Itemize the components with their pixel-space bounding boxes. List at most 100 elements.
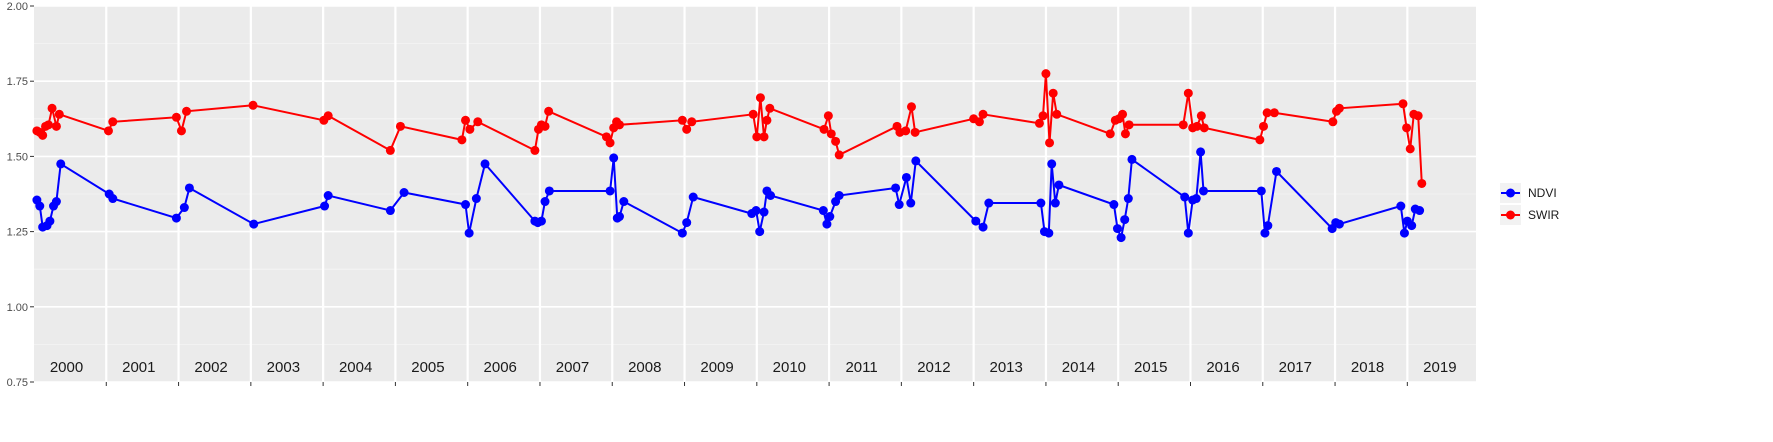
ndvi-point (891, 183, 901, 193)
swir-point (974, 117, 984, 127)
ndvi-point (682, 218, 692, 228)
year-label: 2015 (1134, 359, 1167, 376)
swir-point (1328, 117, 1338, 127)
ndvi-point (755, 227, 765, 237)
swir-point (1183, 88, 1193, 98)
ndvi-point (677, 228, 687, 238)
ndvi-point (1109, 200, 1119, 210)
swir-point (978, 109, 988, 119)
ndvi-point (1112, 224, 1122, 234)
ndvi-point (461, 200, 471, 210)
swir-point (762, 115, 772, 125)
ndvi-point (818, 206, 828, 216)
ndvi-point (540, 197, 550, 207)
swir-point (176, 126, 186, 136)
ndvi-point (1120, 215, 1130, 225)
swir-point (1334, 103, 1344, 113)
ndvi-point (249, 219, 259, 229)
swir-point (1045, 138, 1055, 148)
swir-point (834, 150, 844, 160)
swir-point (1105, 129, 1115, 139)
swir-legend-marker (1506, 210, 1515, 220)
y-tick-label: 2.00 (7, 1, 28, 13)
ndvi-point (825, 212, 835, 222)
swir-point (1041, 69, 1051, 79)
year-label: 2000 (50, 359, 83, 376)
swir-point (1120, 129, 1130, 139)
ndvi-point (471, 194, 481, 204)
swir-legend-label: SWIR (1528, 208, 1560, 222)
swir-point (323, 111, 333, 121)
ndvi-point (1263, 221, 1273, 231)
ndvi-point (1044, 228, 1054, 238)
year-label: 2011 (845, 359, 877, 376)
swir-point (755, 93, 765, 103)
year-label: 2001 (122, 359, 155, 376)
swir-point (385, 145, 395, 155)
x-axis: 2000 2001 2002 2003 2004 2005 2006 2007 2008 2009… (50, 359, 1457, 386)
year-label: 2006 (484, 359, 517, 376)
ndvi-point (834, 191, 844, 201)
ndvi-point (1180, 192, 1190, 202)
swir-point (473, 117, 483, 127)
swir-point (910, 127, 920, 137)
year-label: 2005 (411, 359, 444, 376)
legend: NDVI SWIR (1500, 183, 1560, 225)
swir-point (605, 138, 615, 148)
swir-point (1402, 123, 1412, 133)
year-label: 2009 (700, 359, 733, 376)
y-tick-label: 1.25 (7, 227, 28, 239)
swir-point (103, 126, 113, 136)
swir-point (47, 103, 57, 113)
ndvi-point (45, 216, 55, 226)
ndvi-point (1050, 198, 1060, 208)
year-label: 2017 (1279, 359, 1312, 376)
ndvi-point (464, 228, 474, 238)
swir-point (1262, 108, 1272, 118)
ndvi-point (1183, 228, 1193, 238)
swir-point (248, 100, 258, 110)
series-layer (32, 69, 1427, 243)
year-label: 2002 (194, 359, 227, 376)
swir-point (1258, 121, 1268, 131)
ndvi-point (619, 197, 629, 207)
ndvi-point (1054, 180, 1064, 190)
ndvi-point (399, 187, 409, 197)
ndvi-point (609, 153, 619, 163)
year-label: 2007 (556, 359, 589, 376)
swir-point (765, 103, 775, 113)
swir-point (819, 124, 829, 134)
year-label: 2018 (1351, 359, 1384, 376)
ndvi-point (751, 206, 761, 216)
ndvi-point (56, 159, 66, 169)
swir-point (1269, 108, 1279, 118)
swir-point (1178, 120, 1188, 130)
ndvi-point (544, 186, 554, 196)
ndvi-point (184, 183, 194, 193)
ndvi-point (822, 219, 832, 229)
swir-point (395, 121, 405, 131)
year-label: 2003 (267, 359, 300, 376)
ndvi-point (1116, 233, 1126, 243)
y-tick-label: 1.75 (7, 76, 28, 88)
swir-point (43, 120, 53, 130)
ndvi-point (1127, 154, 1137, 164)
swir-point (1038, 111, 1048, 121)
ndvi-point (1191, 194, 1201, 204)
ndvi-point (766, 191, 776, 201)
ndvi-point (1196, 147, 1206, 157)
ndvi-legend-marker (1506, 188, 1515, 198)
swir-point (530, 145, 540, 155)
ndvi-point (1415, 206, 1425, 216)
ndvi-point (894, 200, 904, 210)
swir-point (1255, 135, 1265, 145)
ndvi-point (536, 216, 546, 226)
ndvi-point (1399, 228, 1409, 238)
y-axis: 0.75 1.00 1.25 1.50 1.75 2.00 (7, 1, 34, 389)
swir-point (687, 117, 697, 127)
year-label: 2010 (773, 359, 806, 376)
swir-point (1196, 111, 1206, 121)
ndvi-point (1123, 194, 1133, 204)
ndvi-point (1396, 201, 1406, 211)
